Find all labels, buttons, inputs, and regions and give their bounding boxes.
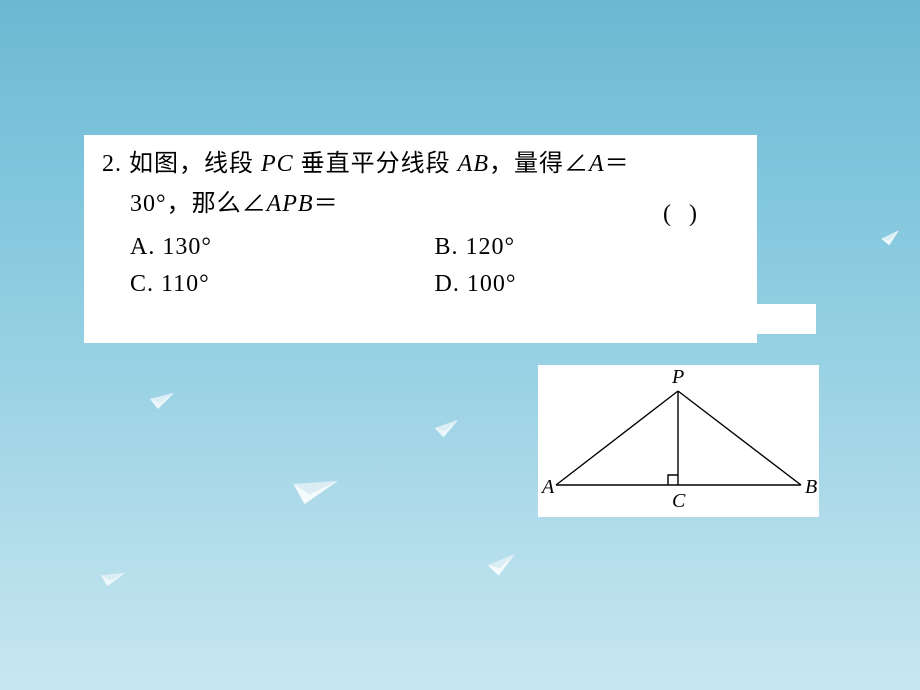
var-a: A bbox=[589, 151, 605, 177]
answer-paren: () bbox=[663, 201, 715, 228]
q-text: 30°，那么∠ bbox=[130, 191, 267, 217]
paren-close: ) bbox=[689, 201, 715, 227]
q-text: 垂直平分线段 bbox=[294, 151, 458, 177]
eq-sign: ＝ bbox=[314, 191, 339, 217]
option-value: 110° bbox=[161, 271, 210, 297]
svg-text:B: B bbox=[805, 476, 817, 498]
svg-text:C: C bbox=[672, 490, 686, 512]
option-label: A. bbox=[130, 234, 155, 260]
option-value: 120° bbox=[466, 234, 516, 260]
svg-text:A: A bbox=[540, 476, 555, 498]
question-box: 2. 如图，线段 PC 垂直平分线段 AB，量得∠A＝ 30°，那么∠APB＝ … bbox=[84, 135, 757, 343]
option-value: 130° bbox=[162, 234, 212, 260]
question-line-1: 2. 如图，线段 PC 垂直平分线段 AB，量得∠A＝ bbox=[102, 145, 739, 185]
white-strip bbox=[756, 304, 816, 334]
option-b[interactable]: B. 120° bbox=[435, 234, 740, 261]
var-ab: AB bbox=[458, 151, 489, 177]
eq-sign: ＝ bbox=[605, 151, 630, 177]
option-c[interactable]: C. 110° bbox=[130, 271, 435, 298]
paren-open: ( bbox=[663, 201, 689, 227]
option-label: B. bbox=[435, 234, 459, 260]
q-text: 如图，线段 bbox=[129, 151, 261, 177]
q-text: ，量得∠ bbox=[489, 151, 589, 177]
option-a[interactable]: A. 130° bbox=[130, 234, 435, 261]
svg-text:P: P bbox=[671, 366, 684, 388]
option-value: 100° bbox=[467, 271, 517, 297]
option-label: C. bbox=[130, 271, 154, 297]
question-number: 2. bbox=[102, 151, 122, 177]
var-pc: PC bbox=[261, 151, 294, 177]
option-label: D. bbox=[435, 271, 460, 297]
triangle-diagram: A B C P bbox=[538, 365, 819, 517]
var-apb: APB bbox=[267, 191, 314, 217]
question-line-2: 30°，那么∠APB＝ bbox=[102, 185, 739, 225]
option-d[interactable]: D. 100° bbox=[435, 271, 740, 298]
diagram-svg: A B C P bbox=[538, 365, 819, 517]
